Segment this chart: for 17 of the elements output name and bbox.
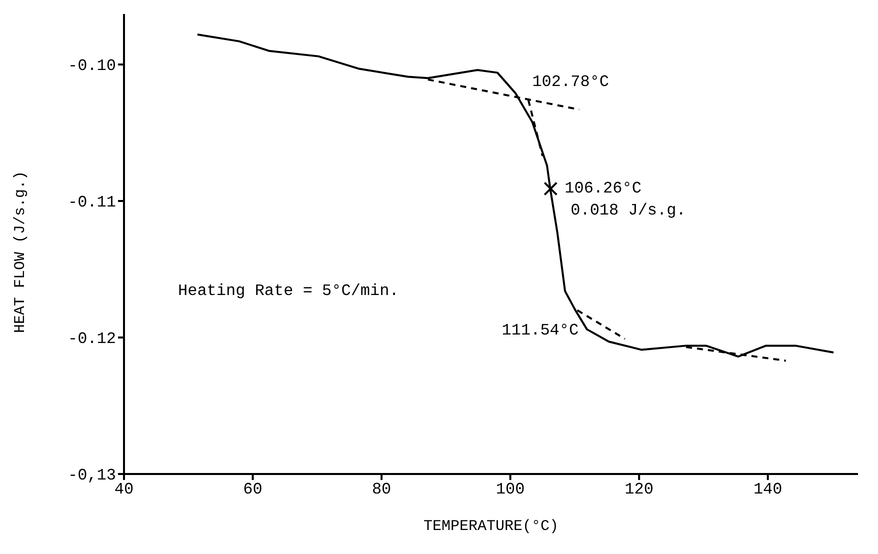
x-tick-label: 140 bbox=[753, 480, 782, 498]
y-tick-label: -0.12 bbox=[68, 330, 116, 348]
y-tick-label: -0,13 bbox=[68, 466, 116, 485]
x-tick-label: 60 bbox=[243, 480, 262, 498]
x-tick-label: 80 bbox=[372, 480, 392, 498]
y-tick-label: -0.10 bbox=[68, 57, 116, 76]
x-tick-label: 40 bbox=[114, 480, 134, 498]
annotation: Heating Rate = 5°C/min. bbox=[178, 282, 399, 300]
annotation: 111.54°C bbox=[502, 322, 579, 340]
annotation: 102.78°C bbox=[532, 72, 610, 91]
y-axis-title: HEAT FLOW (J/s.g.) bbox=[12, 170, 28, 334]
annotation: 106.26°C bbox=[564, 180, 642, 198]
x-tick-label: 100 bbox=[496, 480, 525, 498]
x-tick-label: 120 bbox=[624, 480, 654, 498]
annotation: 0.018 J/s.g. bbox=[570, 202, 686, 220]
y-tick-label: -0.11 bbox=[68, 194, 116, 212]
x-axis-title: TEMPERATURE(°C) bbox=[423, 518, 559, 535]
